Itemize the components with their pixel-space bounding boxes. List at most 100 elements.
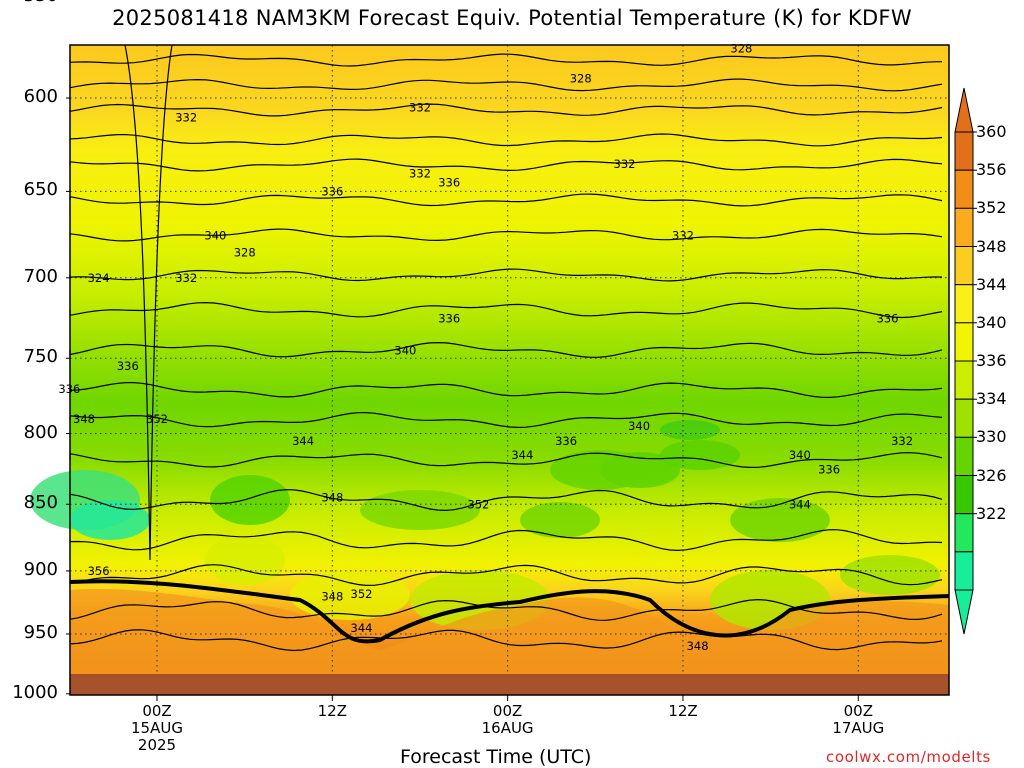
contour-label: 348	[687, 639, 709, 653]
y-tick-label: 900	[23, 558, 58, 580]
y-tick-label: 800	[23, 421, 58, 443]
y-tick-label: 700	[23, 265, 58, 287]
y-tick-label: 550	[0, 0, 58, 5]
contour-label: 328	[570, 71, 592, 85]
colorbar-top-arrow	[954, 87, 974, 133]
y-tick-label: 950	[23, 622, 58, 643]
contour-label: 332	[614, 157, 636, 171]
colorbar-segment	[954, 551, 974, 591]
contour-label: 336	[117, 359, 139, 373]
contour-label: 340	[789, 448, 811, 462]
colorbar-segment	[954, 207, 974, 248]
colorbar-label: 348	[976, 236, 1007, 256]
contour-line-14	[69, 529, 943, 552]
colorbar-label: 326	[976, 465, 1007, 485]
contour-line-7	[69, 268, 942, 282]
contour-label: 336	[818, 462, 840, 476]
x-tick-label: 12Z	[292, 703, 372, 720]
contour-label: 336	[58, 382, 80, 396]
contour-label: 332	[409, 166, 431, 180]
contour-label: 348	[73, 412, 95, 426]
field-patch-1	[70, 500, 150, 540]
contour-line-9	[69, 341, 943, 358]
colorbar-label: 352	[976, 198, 1007, 218]
y-tick-label: 650	[23, 179, 58, 201]
contour-label: 340	[628, 419, 650, 433]
colorbar-label: 336	[976, 351, 1007, 370]
plot-border	[69, 44, 950, 696]
colorbar-segment	[954, 398, 974, 438]
x-tick-label: 12Z	[643, 703, 723, 720]
contour-line-15	[69, 564, 943, 587]
field-patch-6	[360, 490, 480, 530]
contour-line-11	[69, 411, 943, 429]
ground-strip	[70, 674, 949, 695]
contour-label: 332	[891, 434, 913, 448]
field-patch-14	[840, 555, 940, 595]
field-patch-4	[660, 440, 740, 470]
x-tick-label-line: 12Z	[317, 702, 347, 720]
contour-label: 336	[877, 312, 899, 326]
contour-line-3	[69, 133, 943, 147]
field-patch-13	[290, 570, 410, 620]
colorbar-segment	[954, 513, 974, 553]
contour-label: 340	[394, 344, 416, 358]
contour-line-13	[69, 489, 943, 512]
x-tick-label: 00Z 15AUG 2025	[117, 703, 197, 754]
contour-label: 332	[672, 228, 694, 242]
contour-line-0	[69, 53, 943, 67]
contour-label: 344	[292, 434, 314, 448]
y-tick-label: 850	[23, 492, 58, 514]
colorbar-label: 330	[976, 427, 1007, 447]
contour-line-4	[69, 158, 943, 172]
field-patch-5	[660, 420, 720, 440]
contour-label: 332	[409, 101, 431, 115]
contour-label: 344	[511, 448, 533, 462]
contour-label: 352	[467, 497, 489, 511]
contour-label: 352	[146, 412, 168, 426]
field-patch-9	[550, 450, 650, 490]
x-tick-label: 00Z 17AUG	[818, 703, 898, 737]
colorbar-segment	[954, 284, 974, 324]
colorbar-label: 360	[976, 122, 1007, 141]
contour-label: 332	[175, 110, 197, 124]
colorbar-label: 344	[976, 274, 1007, 294]
x-tick-label: 00Z 16AUG	[468, 703, 548, 737]
colorbar-segment	[954, 131, 974, 171]
x-tick-label-line: 16AUG	[481, 719, 534, 737]
contour-label: 324	[88, 271, 110, 285]
y-tick-label: 1000	[12, 681, 58, 703]
contour-label: 332	[175, 271, 197, 285]
contour-line-5	[69, 193, 943, 207]
inversion-band	[69, 579, 950, 644]
colorbar-segment	[954, 169, 974, 209]
contour-label: 340	[204, 228, 226, 242]
contour-label: 352	[351, 587, 373, 601]
colorbar-label: 340	[976, 312, 1007, 332]
contour-line-1	[69, 78, 943, 92]
x-tick-label-line: 12Z	[668, 702, 698, 720]
contour-label: 356	[88, 564, 110, 578]
colorbar-label: 334	[976, 389, 1007, 409]
colorbar-segment	[954, 246, 974, 286]
colorbar-segment	[954, 322, 974, 362]
x-tick-label-line: 2025	[137, 736, 177, 754]
contour-label: 344	[351, 621, 373, 635]
colorbar-segment	[954, 360, 974, 400]
contour-label: 348	[321, 490, 343, 504]
contour-label: 336	[438, 175, 460, 189]
contour-line-17	[69, 629, 943, 652]
contour-label: 328	[730, 41, 752, 55]
warm-layer	[70, 588, 949, 675]
credit-text: coolwx.com/modelts	[826, 748, 991, 766]
colorbar-segment	[954, 436, 974, 476]
contour-line-12	[69, 452, 943, 469]
field-patch-2	[210, 475, 290, 525]
colorbar-bottom-arrow	[954, 589, 974, 635]
contour-spike	[124, 44, 173, 561]
contour-label: 336	[555, 434, 577, 448]
contour-label: 336	[321, 184, 343, 198]
x-tick-label-line: 15AUG	[131, 719, 183, 737]
y-tick-label: 750	[23, 346, 58, 368]
field-patch-8	[730, 498, 830, 542]
